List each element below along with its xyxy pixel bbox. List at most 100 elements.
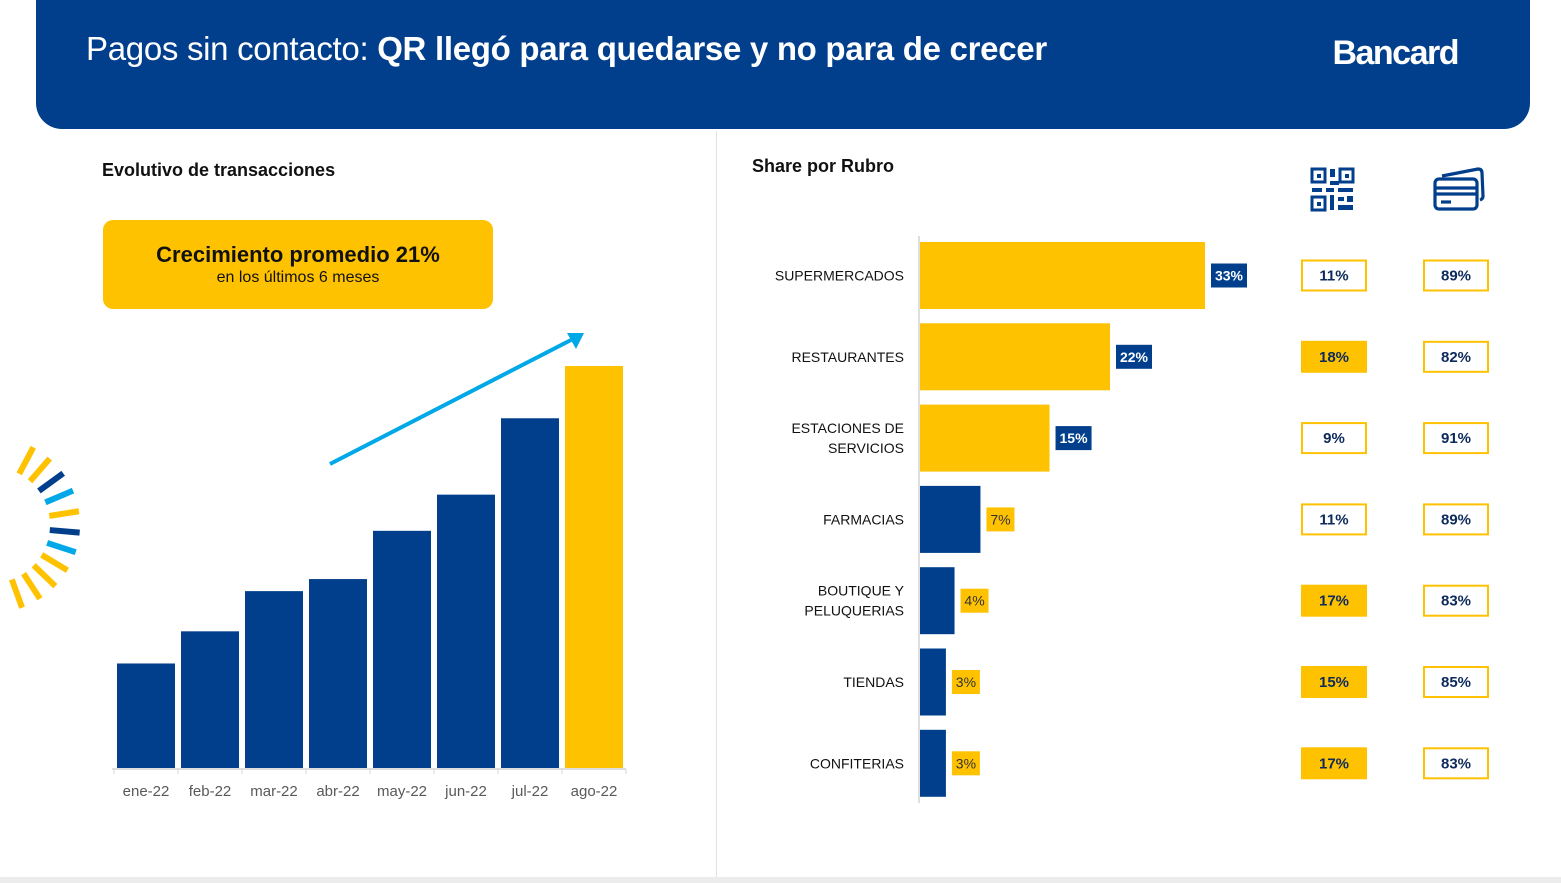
bar-boutique-y-peluquerias (920, 567, 955, 635)
trend-arrow-head (567, 333, 584, 349)
category-label: SUPERMERCADOS (775, 268, 904, 284)
qr-share-box (1301, 422, 1367, 455)
category-label: TIENDAS (843, 674, 904, 690)
data-label: 22% (1120, 349, 1149, 365)
x-tick-label: mar-22 (250, 783, 298, 800)
bar-estaciones-de-servicios (920, 404, 1050, 472)
page-title: Pagos sin contacto: QR llegó para quedar… (86, 30, 1047, 68)
card-share-value: 83% (1441, 755, 1471, 772)
bottom-rule (0, 877, 1561, 883)
left-section-title: Evolutivo de transacciones (102, 160, 336, 180)
sunburst-ray (9, 578, 25, 609)
callout-main: Crecimiento promedio 21% (156, 242, 440, 267)
title-regular: Pagos sin contacto: (86, 30, 378, 67)
sunburst-ray (16, 445, 36, 476)
x-tick-label: ago-22 (571, 783, 618, 800)
sunburst-ray (31, 563, 58, 589)
right-section-title: Share por Rubro (752, 156, 895, 176)
data-label-box (1055, 426, 1092, 451)
card-share-value: 89% (1441, 268, 1471, 285)
bar-ago-22 (565, 366, 623, 768)
qr-share-value: 11% (1319, 511, 1348, 528)
sunburst-ray (48, 508, 80, 519)
growth-callout: Crecimiento promedio 21% en los últimos … (103, 220, 493, 309)
card-share-value: 85% (1441, 674, 1471, 691)
qr-share-value: 9% (1323, 430, 1345, 447)
sunburst-ray (44, 487, 75, 506)
credit-card-icon (1433, 167, 1485, 211)
card-share-value: 91% (1441, 430, 1471, 447)
qr-code-icon (1310, 167, 1355, 212)
x-tick-label: ene-22 (123, 783, 170, 800)
data-label-box (951, 751, 980, 776)
category-label: BOUTIQUE Y (818, 583, 905, 599)
qr-share-value: 17% (1319, 755, 1349, 772)
x-tick-label: feb-22 (189, 783, 232, 800)
data-label-box (1211, 263, 1247, 288)
data-label: 7% (990, 511, 1010, 527)
category-label: ESTACIONES DE (791, 420, 904, 436)
data-label: 15% (1060, 430, 1089, 446)
x-tick-label: abr-22 (316, 783, 359, 800)
sunburst-ray (49, 527, 80, 536)
qr-share-value: 17% (1319, 593, 1349, 610)
qr-share-value: 18% (1319, 349, 1349, 366)
card-share-box (1423, 584, 1489, 617)
callout-sub: en los últimos 6 meses (216, 269, 380, 286)
x-tick-label: jun-22 (444, 783, 487, 800)
panel-divider (716, 131, 717, 877)
sunburst-ray (37, 470, 65, 494)
bar-tiendas (920, 648, 946, 716)
bar-abr-22 (309, 579, 367, 768)
qr-share-box (1301, 747, 1367, 780)
data-label-box (1116, 344, 1152, 369)
category-label: SERVICIOS (828, 440, 904, 456)
data-label: 33% (1215, 268, 1244, 284)
bar-feb-22 (181, 631, 239, 768)
bar-restaurantes (920, 323, 1110, 391)
qr-share-box (1301, 340, 1367, 373)
data-label-box (951, 670, 980, 694)
card-share-box (1423, 503, 1489, 536)
bar-jul-22 (501, 418, 559, 768)
data-label: 4% (964, 593, 984, 609)
sunburst-ray (27, 456, 52, 484)
category-label: FARMACIAS (823, 511, 904, 527)
bar-supermercados (920, 242, 1205, 309)
x-tick-label: jul-22 (511, 783, 549, 800)
card-share-value: 83% (1441, 593, 1471, 610)
card-share-box (1423, 259, 1489, 292)
bar-mar-22 (245, 591, 303, 768)
category-label: CONFITERIAS (810, 755, 904, 771)
trend-arrow-line (329, 338, 572, 466)
bar-ene-22 (117, 663, 175, 768)
qr-share-box (1301, 584, 1367, 617)
sunburst-ray (21, 572, 43, 601)
qr-share-box (1301, 503, 1367, 536)
category-label: RESTAURANTES (791, 349, 904, 365)
title-bold: QR llegó para quedarse y no para de crec… (377, 30, 1047, 67)
category-label: PELUQUERIAS (804, 603, 904, 619)
card-share-box (1423, 666, 1489, 698)
sunburst-ray (46, 540, 77, 556)
x-tick-label: may-22 (377, 783, 427, 800)
sunburst-ray (40, 552, 69, 573)
card-share-box (1423, 747, 1489, 780)
card-share-box (1423, 340, 1489, 373)
header-banner: Pagos sin contacto: QR llegó para quedar… (36, 0, 1530, 129)
bar-jun-22 (437, 494, 495, 768)
bar-may-22 (373, 530, 431, 768)
qr-share-box (1301, 259, 1367, 292)
qr-share-box (1301, 666, 1367, 698)
data-label-box (960, 588, 989, 613)
card-share-box (1423, 422, 1489, 455)
card-share-value: 89% (1441, 511, 1471, 528)
brand-logo: Bancard (1332, 34, 1459, 72)
qr-share-value: 15% (1319, 674, 1349, 691)
card-share-value: 82% (1441, 349, 1471, 366)
data-label: 3% (956, 674, 976, 690)
qr-share-value: 11% (1319, 268, 1348, 285)
